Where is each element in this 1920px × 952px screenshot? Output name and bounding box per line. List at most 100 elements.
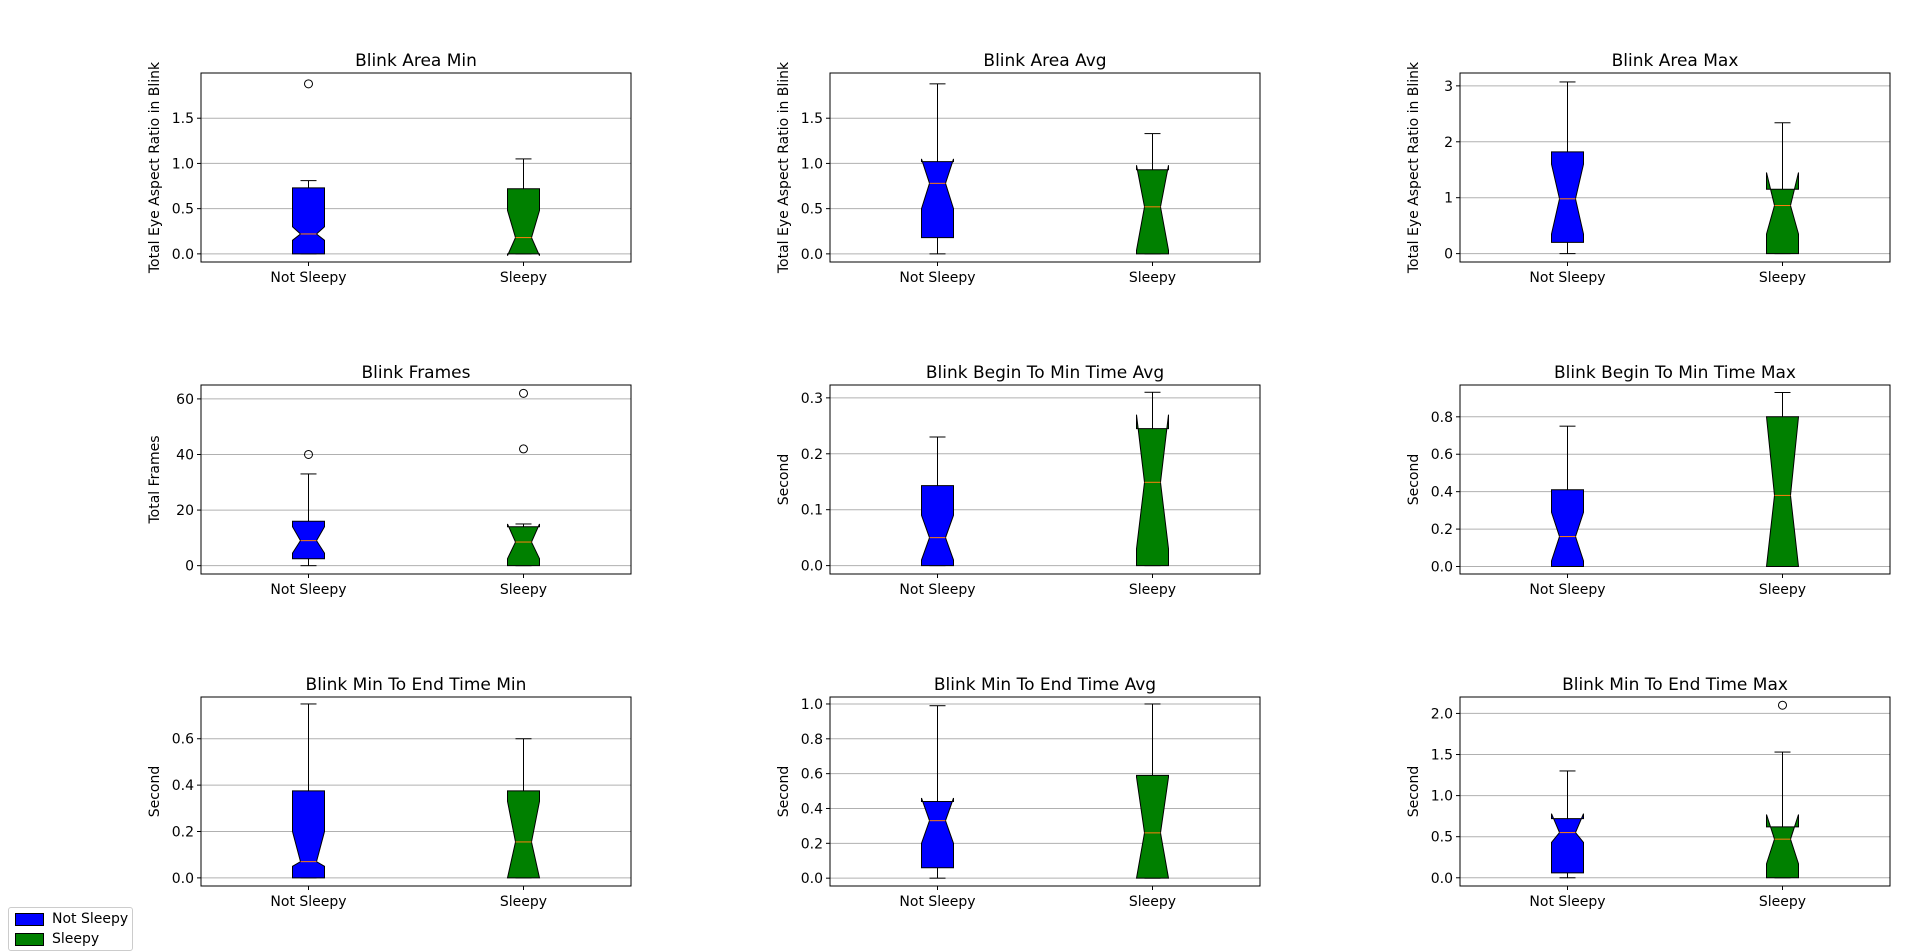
y-axis-label: Second (1406, 454, 1422, 506)
y-axis-label: Total Frames (147, 435, 163, 524)
ytick-label: 0.6 (801, 767, 823, 783)
ytick-label: 0.0 (1431, 871, 1453, 887)
y-axis-label: Second (1406, 766, 1422, 818)
subplot-8: 0.0 0.5 1.0 1.5 2.0 Not Sleepy Sleepy Blink Min… (1406, 675, 1891, 910)
box-not-sleepy (921, 485, 954, 567)
box-sleepy (1136, 414, 1169, 567)
box-sleepy (507, 188, 540, 256)
ytick-label: 0.5 (172, 202, 194, 218)
y-axis-label: Total Eye Aspect Ratio in Blink (147, 61, 163, 274)
ytick-label: 1.0 (801, 697, 823, 713)
box-not-sleepy (1551, 489, 1584, 568)
outlier-point (519, 388, 528, 398)
outlier-point (304, 449, 313, 459)
xtick-label: Not Sleepy (270, 270, 346, 286)
ytick-label: 0.2 (1431, 522, 1453, 538)
xtick-label: Not Sleepy (1529, 270, 1605, 286)
xtick-label: Not Sleepy (899, 270, 975, 286)
subplot-7: 0.0 0.2 0.4 0.6 0.8 1.0 Not Sleepy Sleepy Blink … (776, 675, 1261, 910)
ytick-label: 2 (1444, 135, 1453, 151)
xtick-label: Sleepy (500, 582, 547, 598)
axes-frame (1459, 384, 1891, 575)
outlier-point (519, 444, 528, 454)
ytick-label: 0.5 (801, 202, 823, 218)
box-not-sleepy (292, 187, 325, 255)
ytick-label: 0.2 (801, 836, 823, 852)
ytick-label: 0.2 (172, 825, 194, 841)
ytick-label: 0.1 (801, 503, 823, 519)
box-not-sleepy (921, 797, 954, 869)
ytick-label: 0.5 (1431, 830, 1453, 846)
y-axis-label: Second (776, 766, 792, 818)
ytick-label: 1.0 (1431, 789, 1453, 805)
xtick-label: Sleepy (1759, 270, 1806, 286)
axes-frame (1459, 696, 1891, 887)
xtick-label: Sleepy (1129, 894, 1176, 910)
subplot-4: 0.0 0.1 0.2 0.3 Not Sleepy Sleepy Blink Begin … (776, 363, 1261, 598)
axes-frame (829, 696, 1261, 887)
ytick-label: 0.3 (801, 391, 823, 407)
ytick-label: 1.5 (172, 111, 194, 127)
xtick-label: Not Sleepy (899, 582, 975, 598)
subplot-title: Blink Min To End Time Min (306, 675, 527, 695)
ytick-label: 0.4 (1431, 485, 1453, 501)
subplot-title: Blink Area Min (355, 51, 477, 71)
xtick-label: Not Sleepy (270, 894, 346, 910)
ytick-label: 0.8 (801, 732, 823, 748)
outlier-point (304, 79, 313, 89)
subplot-0: 0.0 0.5 1.0 1.5 Not Sleepy Sleepy Blink Area M… (147, 51, 632, 286)
xtick-label: Not Sleepy (1529, 582, 1605, 598)
outlier-point (1778, 700, 1787, 710)
box-not-sleepy (1551, 813, 1584, 874)
ytick-label: 1.5 (801, 111, 823, 127)
subplot-title: Blink Min To End Time Avg (934, 675, 1156, 695)
xtick-label: Sleepy (500, 894, 547, 910)
subplot-2: 0 1 2 3 Not Sleepy Sleepy Blink Area Max Total … (1406, 51, 1891, 286)
ytick-label: 40 (176, 447, 194, 463)
subplot-1: 0.0 0.5 1.0 1.5 Not Sleepy Sleepy Blink Area A… (776, 51, 1261, 286)
subplot-title: Blink Area Avg (983, 51, 1106, 71)
xtick-label: Not Sleepy (1529, 894, 1605, 910)
ytick-label: 0.4 (801, 801, 823, 817)
xtick-label: Sleepy (1759, 894, 1806, 910)
ytick-label: 0.0 (1431, 560, 1453, 576)
ytick-label: 0.6 (1431, 447, 1453, 463)
subplot-title: Blink Begin To Min Time Avg (926, 363, 1164, 383)
box-not-sleepy (1551, 151, 1584, 243)
legend: Not Sleepy Sleepy (8, 907, 133, 951)
subplot-title: Blink Begin To Min Time Max (1554, 363, 1796, 383)
ytick-label: 0.8 (1431, 410, 1453, 426)
xtick-label: Sleepy (1129, 270, 1176, 286)
axes-frame (1459, 72, 1891, 263)
legend-swatch-not-sleepy (15, 912, 44, 926)
ytick-label: 0.0 (801, 871, 823, 887)
subplot-title: Blink Area Max (1612, 51, 1739, 71)
box-sleepy (507, 523, 540, 567)
box-sleepy (1136, 165, 1169, 255)
y-axis-label: Second (776, 454, 792, 506)
y-axis-label: Second (147, 766, 163, 818)
box-sleepy (1766, 814, 1799, 879)
box-not-sleepy (292, 520, 325, 560)
subplot-title: Blink Frames (362, 363, 471, 383)
box-sleepy (506, 790, 541, 879)
ytick-label: 0.2 (801, 447, 823, 463)
box-not-sleepy (292, 790, 325, 879)
y-axis-label: Total Eye Aspect Ratio in Blink (1406, 61, 1422, 274)
ytick-label: 0 (1444, 247, 1453, 263)
ytick-label: 60 (176, 392, 194, 408)
xtick-label: Sleepy (500, 270, 547, 286)
axes-frame (200, 384, 632, 575)
ytick-label: 3 (1444, 79, 1453, 95)
box-sleepy (1766, 172, 1799, 255)
axes-frame (829, 384, 1261, 575)
box-not-sleepy (921, 158, 954, 239)
ytick-label: 0.0 (172, 247, 194, 263)
ytick-label: 0.6 (172, 732, 194, 748)
axes-frame (200, 696, 632, 887)
ytick-label: 0.0 (801, 247, 823, 263)
ytick-label: 0.0 (801, 559, 823, 575)
legend-swatch-sleepy (15, 932, 44, 946)
xtick-label: Sleepy (1759, 582, 1806, 598)
